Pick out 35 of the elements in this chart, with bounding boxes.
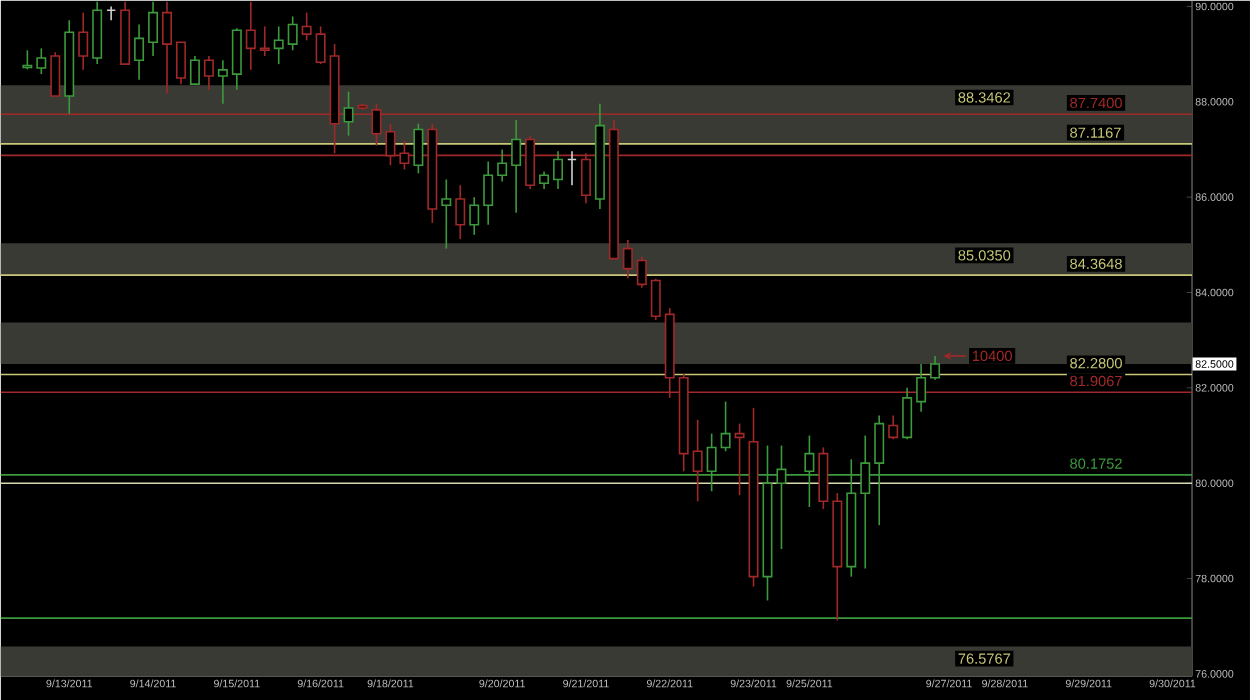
candlestick — [622, 239, 633, 279]
candlestick — [888, 414, 899, 440]
candlestick — [650, 277, 661, 321]
candlestick — [301, 11, 312, 41]
candlestick — [455, 184, 466, 240]
candlestick — [343, 90, 354, 137]
candlestick — [483, 160, 494, 226]
candlestick — [902, 386, 913, 440]
candlestick — [692, 418, 703, 502]
candlestick — [203, 55, 214, 91]
candlestick — [636, 255, 647, 289]
candlestick — [50, 51, 61, 97]
candlestick — [734, 422, 745, 496]
candlestick — [259, 25, 270, 57]
candlestick — [930, 354, 941, 381]
candlestick — [231, 27, 242, 91]
candlestick — [134, 23, 145, 81]
candlestick — [287, 15, 298, 51]
candlestick — [315, 25, 326, 65]
candlestick — [22, 49, 33, 71]
candlestick — [175, 41, 186, 85]
candlestick — [553, 150, 564, 190]
candlestick — [189, 55, 200, 85]
candlestick — [36, 47, 47, 75]
candlestick — [441, 178, 452, 250]
candlestick — [916, 363, 927, 413]
candlestick — [413, 122, 424, 174]
candlestick — [217, 59, 228, 105]
candlestick — [818, 446, 829, 510]
candlestick — [78, 11, 89, 71]
candlestick — [497, 148, 508, 183]
candlestick — [273, 25, 284, 65]
candlestick — [720, 400, 731, 452]
candlestick — [511, 118, 522, 214]
candlestick — [469, 196, 480, 236]
